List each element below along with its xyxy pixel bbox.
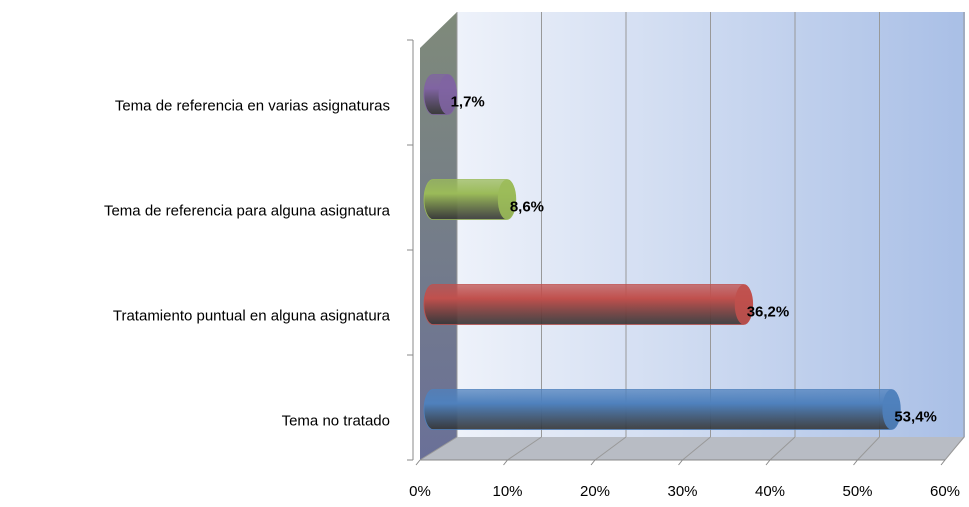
x-tick bbox=[503, 459, 508, 466]
x-tick-label: 40% bbox=[755, 483, 785, 500]
value-label: 36,2% bbox=[747, 303, 790, 320]
x-tick-label: 50% bbox=[842, 483, 872, 500]
grid-line bbox=[682, 436, 711, 461]
bar-cap bbox=[497, 179, 516, 220]
grid-line bbox=[944, 436, 965, 461]
side-wall bbox=[420, 12, 457, 460]
floor bbox=[420, 437, 965, 460]
x-tick bbox=[590, 459, 596, 466]
value-label: 53,4% bbox=[894, 408, 937, 425]
bar-cap bbox=[882, 389, 901, 430]
category-label: Tratamiento puntual en alguna asignatura bbox=[113, 307, 391, 324]
x-tick-label: 30% bbox=[667, 483, 697, 500]
grid-line bbox=[419, 436, 458, 461]
x-tick-label: 60% bbox=[930, 483, 960, 500]
x-tick bbox=[853, 459, 858, 466]
x-tick-label: 10% bbox=[492, 483, 522, 500]
category-label: Tema no tratado bbox=[282, 412, 390, 429]
grid-line bbox=[769, 436, 796, 461]
x-tick bbox=[940, 459, 946, 466]
x-tick bbox=[678, 459, 683, 466]
grid-line bbox=[594, 436, 627, 461]
x-tick-label: 20% bbox=[580, 483, 610, 500]
bar bbox=[423, 284, 754, 325]
x-tick-label: 0% bbox=[409, 483, 431, 500]
grid-line bbox=[857, 436, 880, 461]
bar-cap bbox=[438, 74, 457, 115]
category-label: Tema de referencia en varias asignaturas bbox=[115, 97, 390, 114]
value-label: 8,6% bbox=[510, 198, 544, 215]
category-label: Tema de referencia para alguna asignatur… bbox=[104, 202, 391, 219]
value-label: 1,7% bbox=[451, 93, 485, 110]
x-tick bbox=[765, 459, 771, 466]
bar-cap bbox=[734, 284, 753, 325]
x-tick bbox=[415, 459, 421, 466]
bar bbox=[423, 389, 901, 430]
grid-line bbox=[507, 436, 542, 461]
